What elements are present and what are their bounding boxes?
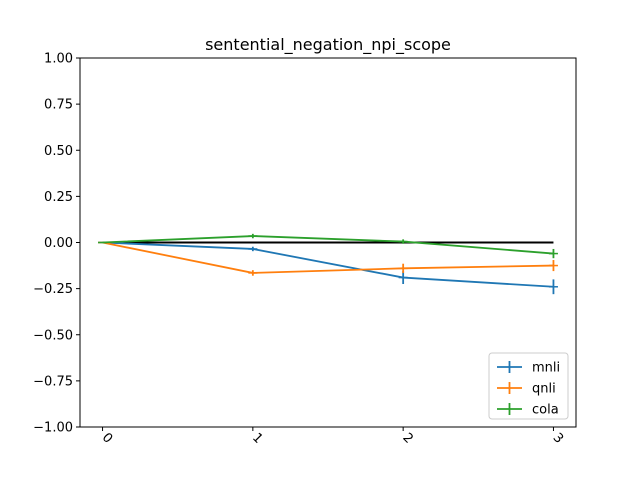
y-tick-label: −1.00: [33, 421, 73, 436]
y-tick-label: −0.75: [33, 374, 73, 389]
legend-item-qnli: qnli: [497, 382, 556, 397]
legend-label: mnli: [532, 361, 560, 376]
legend-label: cola: [532, 403, 559, 418]
series-layer: [98, 233, 558, 295]
legend-item-mnli: mnli: [497, 361, 560, 376]
series-line-qnli: [102, 241, 554, 274]
y-tick-label: −0.50: [33, 328, 73, 343]
y-tick-label: 0.25: [44, 190, 73, 205]
y-tick-label: 0.75: [44, 98, 73, 113]
y-tick-label: −0.25: [33, 282, 73, 297]
legend-item-cola: cola: [497, 403, 559, 418]
legend-label: qnli: [532, 382, 556, 397]
series-line-mnli: [102, 241, 554, 288]
y-tick-label: 0.00: [44, 236, 73, 251]
legend: mnli qnli cola: [488, 352, 569, 420]
series-cola: [98, 233, 558, 259]
y-axis: −1.00 −0.75 −0.50 −0.25 0.00 0.25 0.50 0.75 1.00: [33, 52, 80, 436]
chart-title: sentential_negation_npi_scope: [205, 35, 451, 55]
y-tick-label: 1.00: [44, 52, 73, 67]
y-tick-label: 0.50: [44, 144, 73, 159]
series-line-cola: [102, 235, 554, 255]
